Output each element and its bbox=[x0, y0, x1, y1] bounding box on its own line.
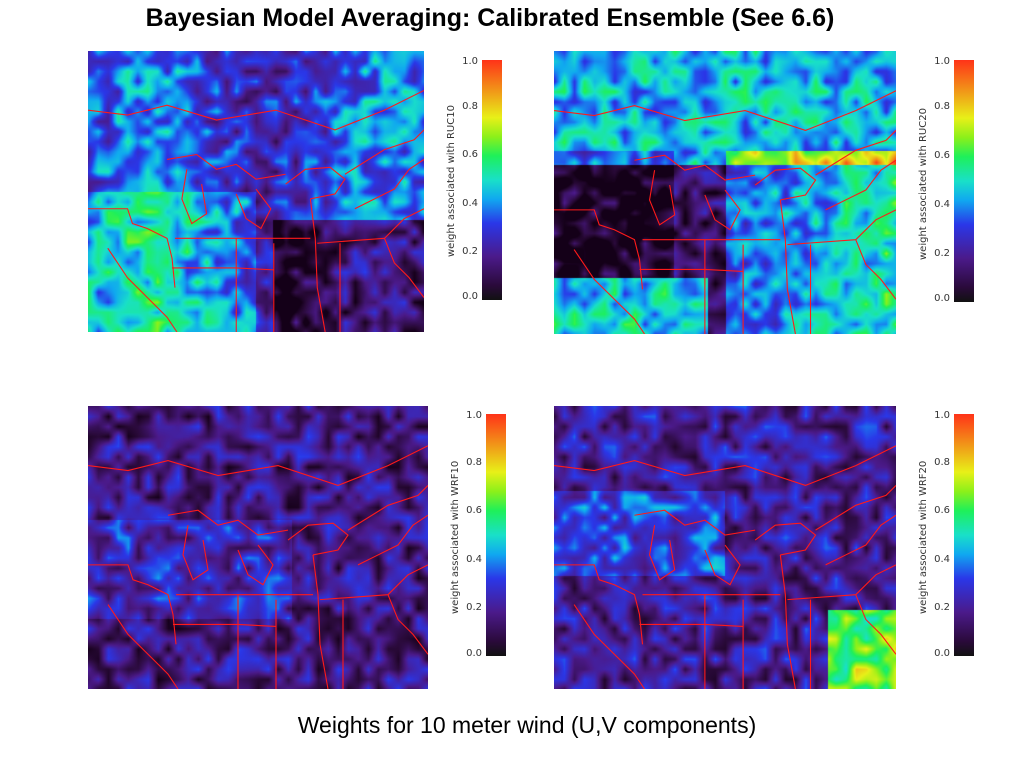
border-line bbox=[88, 208, 176, 288]
colorbar-tick: 0.0 bbox=[462, 291, 478, 302]
colorbar-label-ruc20: weight associated with RUC20 bbox=[918, 108, 929, 260]
colorbar-tick: 0.4 bbox=[466, 554, 482, 565]
colorbar-tick: 1.0 bbox=[466, 410, 482, 421]
colorbar-tick: 0.8 bbox=[934, 101, 950, 112]
colorbar-label-wrf10: weight associated with WRF10 bbox=[450, 460, 461, 614]
colorbar-tick: 0.8 bbox=[934, 457, 950, 468]
colorbar-tick: 0.4 bbox=[934, 554, 950, 565]
border-line bbox=[357, 514, 428, 566]
border-line bbox=[554, 564, 644, 645]
border-line bbox=[182, 525, 209, 581]
colorbar-tick: 0.8 bbox=[466, 457, 482, 468]
colorbar-ruc20 bbox=[954, 60, 974, 302]
border-line bbox=[634, 154, 756, 181]
colorbar-wrf10 bbox=[486, 414, 506, 656]
border-line bbox=[787, 209, 896, 246]
colorbar-tick: 0.8 bbox=[462, 101, 478, 112]
border-line bbox=[639, 623, 744, 627]
border-line bbox=[855, 594, 896, 655]
border-line bbox=[825, 159, 896, 211]
colorbar-label-wrf20: weight associated with WRF20 bbox=[918, 460, 929, 614]
state-borders bbox=[554, 445, 896, 689]
border-line bbox=[347, 485, 428, 531]
border-line bbox=[88, 564, 177, 645]
border-line bbox=[779, 554, 796, 689]
border-line bbox=[573, 249, 645, 334]
border-line bbox=[648, 525, 676, 581]
colorbar-tick: 0.6 bbox=[466, 505, 482, 516]
border-line bbox=[344, 129, 424, 175]
border-line bbox=[787, 564, 896, 601]
border-line bbox=[634, 509, 756, 536]
border-line bbox=[754, 522, 817, 556]
border-line bbox=[285, 166, 346, 200]
border-line bbox=[173, 623, 277, 627]
border-line bbox=[287, 522, 349, 556]
border-line bbox=[855, 239, 896, 300]
border-line bbox=[383, 238, 424, 298]
colorbar-tick: 0.2 bbox=[462, 246, 478, 257]
border-line bbox=[573, 604, 645, 689]
map-wrf10 bbox=[88, 406, 428, 689]
border-line bbox=[554, 445, 896, 487]
border-line bbox=[167, 509, 289, 536]
map-wrf20 bbox=[554, 406, 896, 689]
border-line bbox=[648, 170, 676, 226]
colorbar-tick: 0.0 bbox=[934, 648, 950, 659]
colorbar-tick: 0.6 bbox=[462, 149, 478, 160]
page-title: Bayesian Model Averaging: Calibrated Ens… bbox=[145, 4, 835, 32]
border-line bbox=[319, 564, 428, 601]
border-line bbox=[554, 209, 644, 290]
border-line bbox=[317, 208, 424, 244]
border-line bbox=[754, 167, 817, 201]
border-line bbox=[172, 267, 274, 271]
colorbar-tick: 1.0 bbox=[462, 56, 478, 67]
border-line bbox=[639, 268, 744, 272]
border-line bbox=[107, 604, 179, 689]
colorbar-wrf20 bbox=[954, 414, 974, 656]
colorbar-tick: 0.6 bbox=[934, 150, 950, 161]
border-line bbox=[354, 159, 424, 210]
border-line bbox=[88, 89, 424, 131]
colorbar-label-ruc10: weight associated with RUC10 bbox=[446, 105, 457, 257]
border-line bbox=[309, 198, 326, 332]
colorbar-tick: 0.2 bbox=[934, 602, 950, 613]
map-ruc10 bbox=[88, 51, 424, 332]
border-line bbox=[166, 153, 286, 180]
colorbar-tick: 1.0 bbox=[934, 56, 950, 67]
map-ruc20 bbox=[554, 51, 896, 334]
colorbar-tick: 0.4 bbox=[934, 199, 950, 210]
state-borders bbox=[88, 445, 428, 689]
border-line bbox=[107, 247, 178, 332]
colorbar-tick: 0.6 bbox=[934, 505, 950, 516]
state-borders bbox=[554, 90, 896, 334]
figure-caption: Weights for 10 meter wind (U,V component… bbox=[297, 712, 757, 738]
colorbar-tick: 0.0 bbox=[934, 293, 950, 304]
colorbar-tick: 0.2 bbox=[934, 248, 950, 259]
border-line bbox=[387, 594, 428, 655]
border-line bbox=[815, 130, 896, 176]
border-line bbox=[704, 544, 741, 586]
border-line bbox=[237, 544, 274, 586]
state-borders bbox=[88, 89, 424, 332]
colorbar-ruc10 bbox=[482, 60, 502, 300]
border-line bbox=[235, 188, 272, 230]
border-line bbox=[312, 554, 329, 689]
border-line bbox=[815, 485, 896, 531]
border-line bbox=[88, 445, 428, 487]
border-line bbox=[704, 189, 741, 231]
border-line bbox=[825, 514, 896, 566]
border-line bbox=[554, 90, 896, 132]
border-line bbox=[779, 199, 796, 334]
border-line bbox=[181, 169, 208, 225]
colorbar-tick: 0.4 bbox=[462, 198, 478, 209]
colorbar-tick: 0.2 bbox=[466, 602, 482, 613]
colorbar-tick: 0.0 bbox=[466, 648, 482, 659]
colorbar-tick: 1.0 bbox=[934, 410, 950, 421]
